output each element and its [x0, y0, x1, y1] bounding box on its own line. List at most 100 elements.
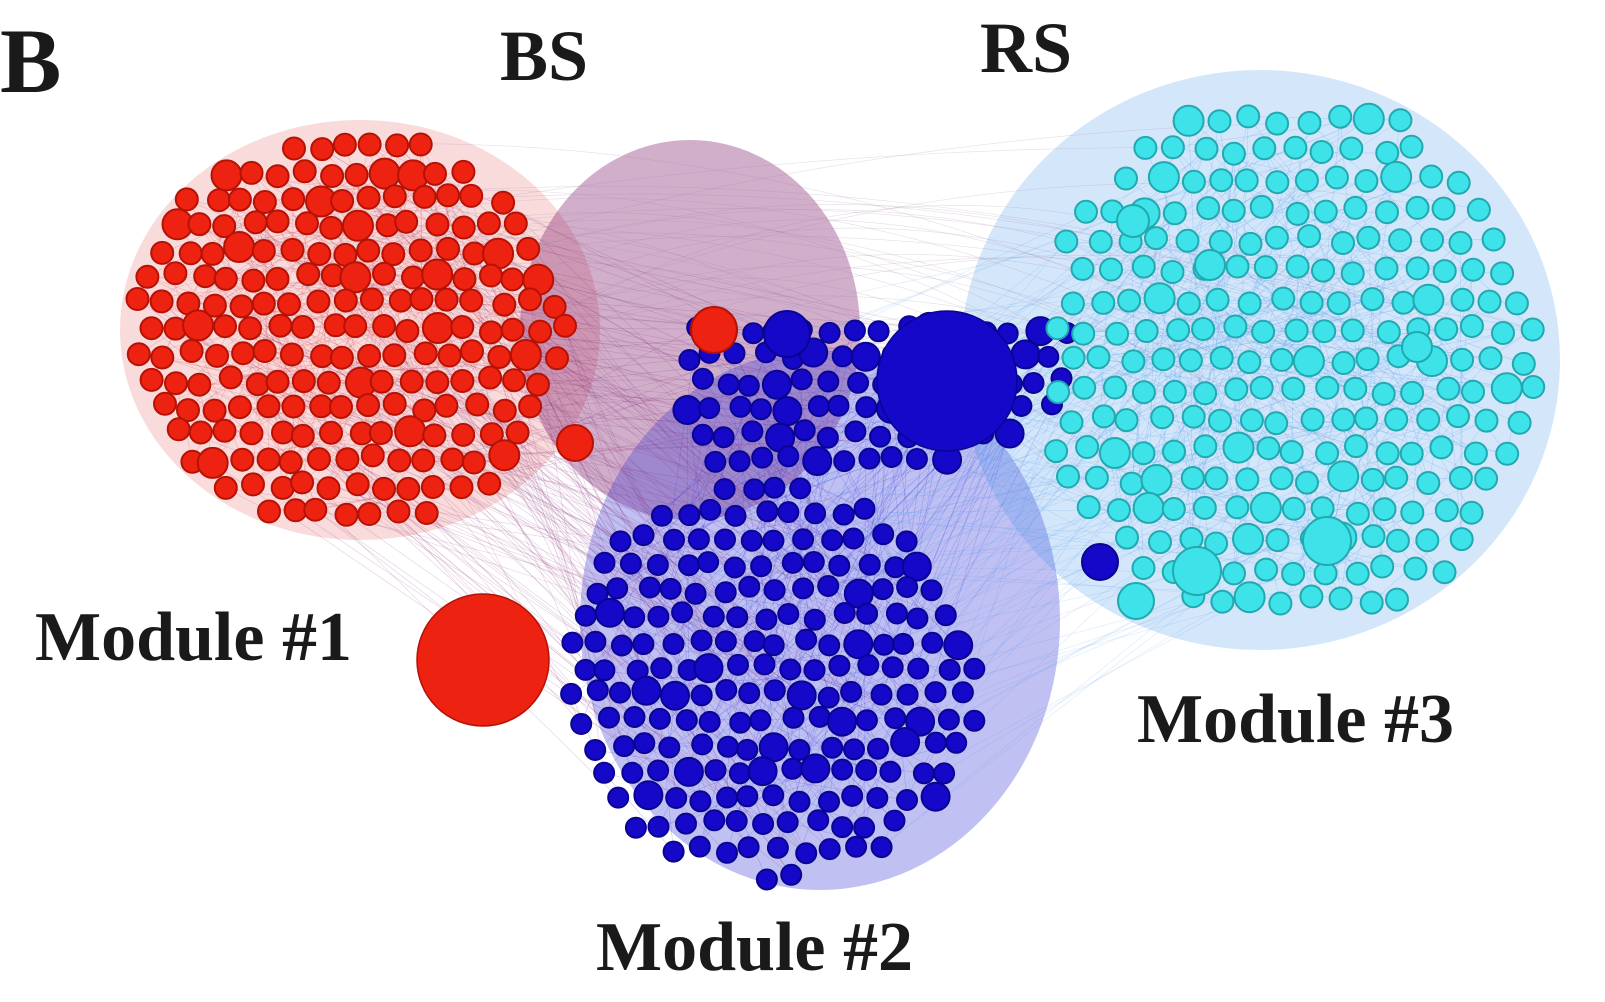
module2-node [610, 634, 633, 657]
module3-node [1098, 437, 1131, 469]
module1-node [422, 423, 447, 448]
module3-node [1431, 196, 1456, 221]
network-edge [1126, 328, 1447, 421]
module2-node [843, 629, 874, 660]
module3-node [1207, 109, 1232, 134]
module1-node [385, 133, 410, 158]
module2-node [763, 579, 786, 602]
module2-node [725, 810, 748, 832]
module2-node [736, 738, 759, 761]
module1-node [245, 372, 270, 397]
module1-node [401, 265, 425, 290]
module3-node [1249, 375, 1274, 400]
module2-node [951, 681, 974, 704]
network-edge [1143, 266, 1445, 573]
network-edge [321, 275, 334, 357]
module3-node [1376, 320, 1401, 345]
module2-node [688, 835, 711, 858]
network-edge [1133, 270, 1445, 362]
module1-node [290, 423, 315, 448]
network-edge [255, 222, 358, 485]
module1-node [460, 339, 484, 364]
module1-node [310, 344, 335, 369]
module1-node [542, 294, 567, 319]
module2-node [870, 683, 893, 706]
module1-hub-node [556, 424, 594, 462]
module2-node [691, 423, 714, 446]
module3-node [1224, 377, 1249, 402]
network-edge [617, 587, 683, 613]
module3-node [1310, 496, 1335, 521]
module2-node [831, 816, 854, 839]
module2-node [574, 604, 597, 627]
network-edge [649, 587, 845, 614]
module1-node [277, 292, 301, 317]
network-edge [528, 204, 1284, 299]
network-edge [766, 585, 829, 620]
module3-node [1132, 491, 1165, 524]
module3-node [1354, 169, 1379, 193]
module1-node [479, 320, 503, 345]
module3-node [1294, 168, 1319, 193]
network-edge [1192, 153, 1235, 597]
module1-node [241, 268, 266, 293]
module3-node [1204, 531, 1229, 556]
module2-node [712, 426, 735, 449]
module3-node [1239, 408, 1264, 433]
network-edge [162, 357, 492, 435]
module3-node [1385, 528, 1410, 553]
module2-node [647, 605, 670, 628]
network-edge [405, 221, 859, 645]
module2-node [907, 657, 930, 680]
module2-node [905, 706, 936, 737]
module1-node [461, 450, 486, 475]
module3-node [1269, 466, 1294, 491]
module3-node [1075, 435, 1100, 459]
module2-node [697, 551, 720, 574]
module2-node [857, 654, 880, 676]
module1-node [329, 395, 353, 419]
module2-node [724, 504, 747, 527]
module3-node [1450, 287, 1475, 312]
panel-letter: B [0, 10, 61, 112]
network-edge [434, 173, 610, 718]
module1-node [500, 267, 525, 292]
module1-node [187, 372, 212, 397]
module3-node [1088, 229, 1113, 254]
network-edge [280, 325, 322, 407]
network-edge [255, 222, 395, 356]
network-edge [752, 431, 898, 614]
module3-node [1281, 496, 1306, 521]
network-edge [288, 123, 1278, 305]
network-edge [512, 279, 908, 695]
module1-node [126, 342, 151, 367]
module2-node [663, 528, 685, 551]
network-edge [504, 454, 833, 541]
module3-node [1297, 224, 1322, 249]
network-edge [869, 333, 1084, 565]
module3-node [1415, 528, 1440, 553]
module3-node [1084, 465, 1109, 490]
network-edge [827, 437, 950, 671]
module2-node [872, 523, 895, 546]
module3-node [1388, 228, 1413, 253]
module1-node [125, 287, 150, 311]
module3-node [1299, 290, 1324, 315]
module2-node [762, 529, 785, 552]
network-edge [199, 384, 348, 460]
network-edge [175, 235, 1249, 540]
module2-node [781, 757, 804, 780]
module3-node [1060, 291, 1085, 316]
module2-node [867, 320, 890, 343]
module2-node [561, 631, 584, 654]
module1-node [492, 398, 517, 423]
network-edge [702, 118, 1369, 380]
network-edge [923, 692, 964, 774]
module1-node [479, 422, 504, 447]
module3-node [1045, 316, 1070, 341]
module1-node [518, 287, 542, 312]
module1-node [229, 294, 254, 319]
module1-node [408, 132, 433, 157]
module3-node [1370, 554, 1395, 579]
module2-node [816, 426, 839, 449]
